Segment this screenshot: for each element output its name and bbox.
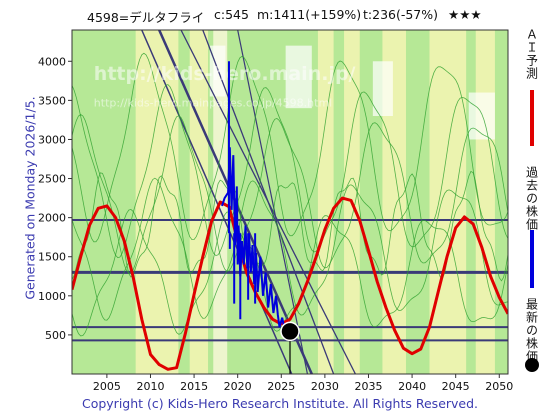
legend-past-price-label: 過去の株価 xyxy=(524,166,539,231)
latest-price-marker xyxy=(280,321,300,342)
x-tick-label: 2015 xyxy=(180,380,208,393)
x-tick-label: 2010 xyxy=(136,380,164,393)
x-tick-label: 2005 xyxy=(93,380,121,393)
x-tick-label: 2025 xyxy=(267,380,295,393)
plot-border xyxy=(71,29,509,375)
envelope-line xyxy=(72,208,508,337)
forecast-high: m:1411(+159%) xyxy=(257,7,362,22)
x-tick-label: 2050 xyxy=(485,380,513,393)
legend-latest-price-label: 最新の株価 xyxy=(524,298,539,363)
x-axis-ticks: 2005 2010 2015 2020 2025 2030 2035 2040 2045 2050 xyxy=(93,374,513,393)
bg-band xyxy=(429,30,467,374)
ai-forecast-line xyxy=(72,196,508,371)
trend-line xyxy=(141,30,293,374)
y-tick-label: 500 xyxy=(45,329,66,342)
legend: ＡＩ予測 過去の株価 最新の株価 xyxy=(512,28,552,378)
envelope-line xyxy=(72,177,508,321)
x-tick-label: 2030 xyxy=(311,380,339,393)
forecast-low: t:236(-57%) xyxy=(363,7,439,22)
past-price-path xyxy=(221,147,291,333)
x-tick-label: 2040 xyxy=(398,380,426,393)
bg-patch xyxy=(285,45,312,109)
latest-marker xyxy=(280,321,300,374)
bg-band xyxy=(317,30,334,374)
bg-patch xyxy=(372,61,393,116)
x-tick-label: 2045 xyxy=(442,380,470,393)
y-tick-label: 3500 xyxy=(38,94,66,107)
legend-latest-price-marker xyxy=(525,358,539,372)
y-tick-label: 4000 xyxy=(38,55,66,68)
watermark-sub: http://kids-hero.mainpages.co.jp/4598.ht… xyxy=(94,97,332,110)
legend-past-price-swatch xyxy=(530,230,534,288)
y-tick-label: 2000 xyxy=(38,212,66,225)
envelope-lines xyxy=(72,52,508,337)
envelope-line xyxy=(72,170,508,282)
watermarks: http://kids-hero.main.jp/http://kids-her… xyxy=(94,63,356,110)
ai-forecast-path xyxy=(72,196,508,371)
past-price-line xyxy=(221,61,291,333)
y-tick-label: 2500 xyxy=(38,173,66,186)
envelope-line xyxy=(72,52,508,243)
generated-date-label: Generated on Monday 2026/1/5. xyxy=(20,28,40,368)
y-tick-label: 1000 xyxy=(38,290,66,303)
legend-ai-forecast-label: ＡＩ予測 xyxy=(524,28,539,80)
current-price: c:545 xyxy=(214,7,249,22)
generated-date-text: Generated on Monday 2026/1/5. xyxy=(22,96,38,300)
envelope-line xyxy=(72,84,508,259)
legend-ai-forecast-swatch xyxy=(530,90,534,146)
y-axis-ticks: 500 1000 1500 2000 2500 3000 3500 4000 xyxy=(38,55,72,342)
copyright-footer: Copyright (c) Kids-Hero Research Institu… xyxy=(81,396,479,411)
watermark-main: http://kids-hero.main.jp/ xyxy=(94,63,356,85)
x-tick-label: 2020 xyxy=(224,380,252,393)
trend-line xyxy=(202,30,335,374)
trend-line xyxy=(237,30,309,374)
star-rating: ★★★ xyxy=(448,7,482,22)
y-tick-label: 1500 xyxy=(38,251,66,264)
ticker-name: 4598=デルタフライ xyxy=(87,10,205,25)
x-tick-label: 2035 xyxy=(354,380,382,393)
y-tick-label: 3000 xyxy=(38,133,66,146)
bg-patch xyxy=(468,92,495,140)
